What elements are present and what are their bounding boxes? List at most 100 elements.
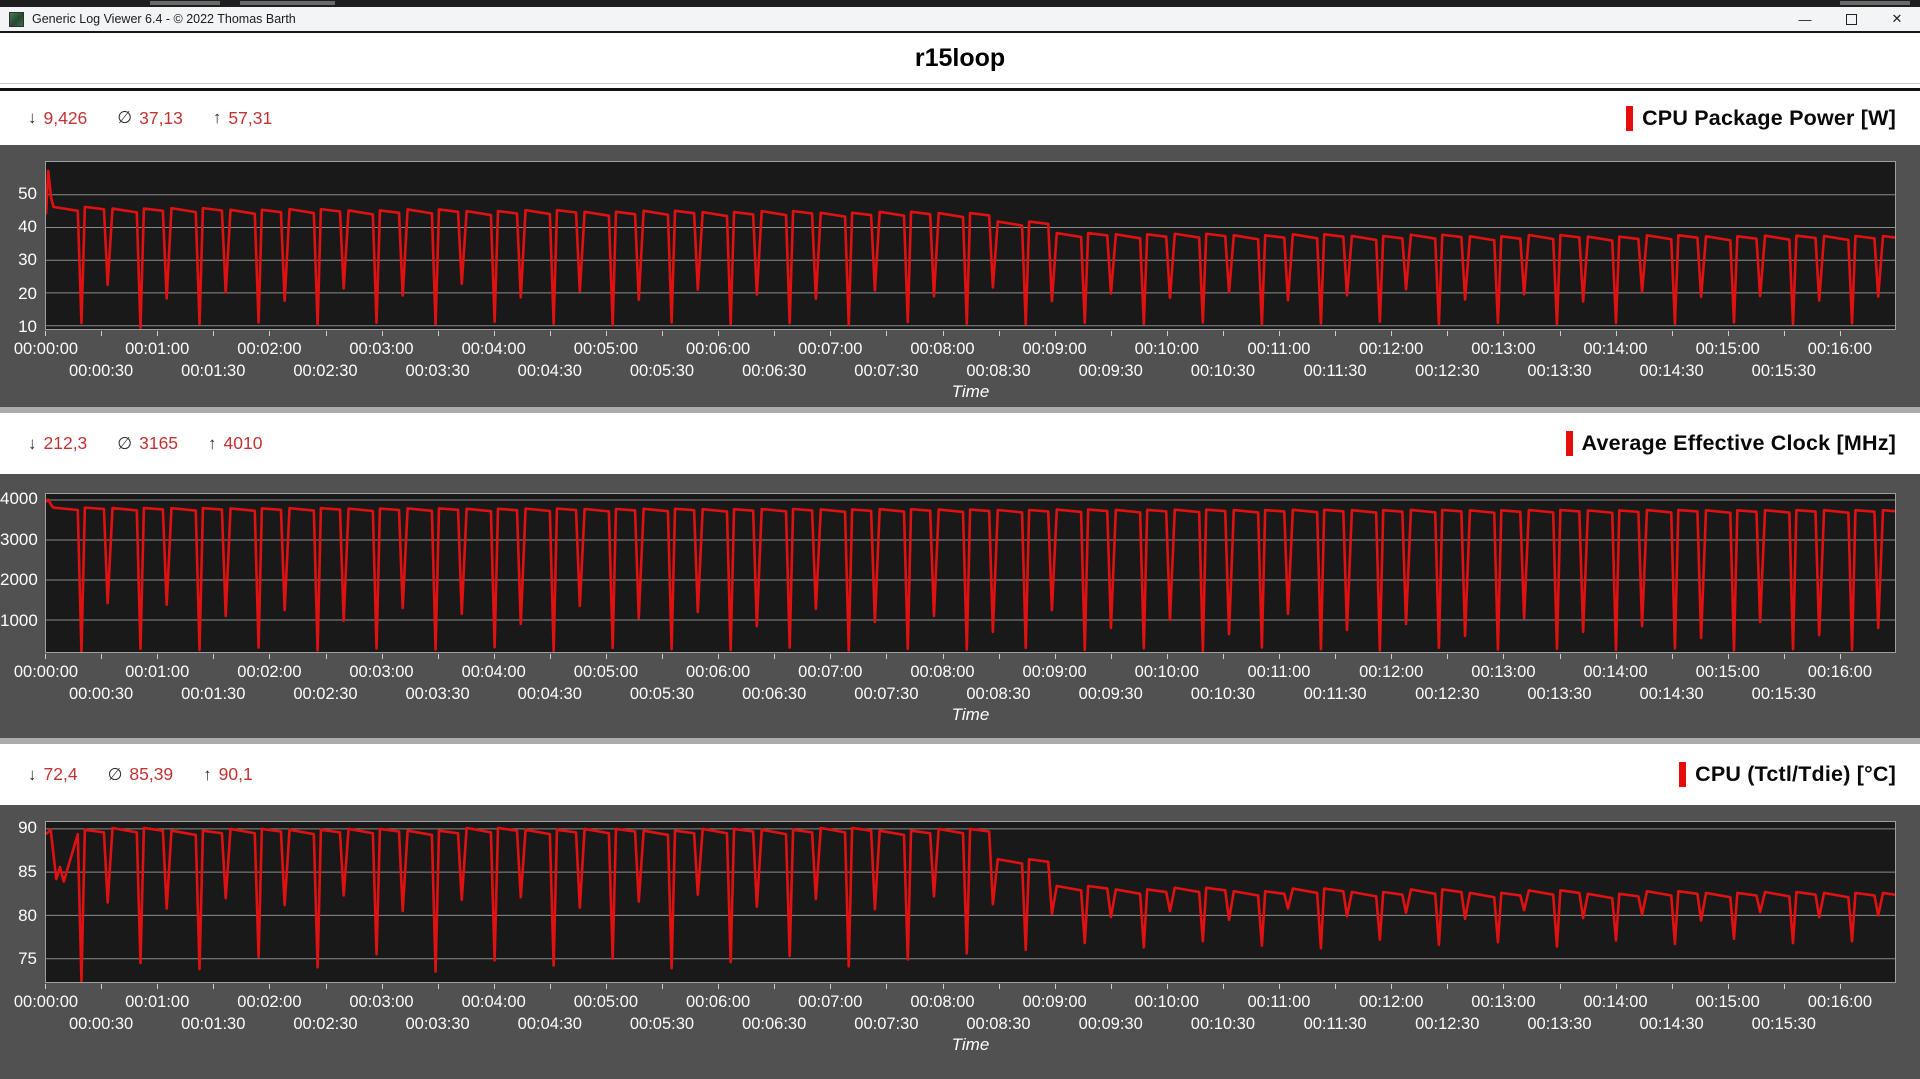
x-tick xyxy=(886,654,888,659)
y-axis-label: 30 xyxy=(18,250,37,270)
x-axis-label: 00:02:30 xyxy=(293,685,358,703)
x-axis-label: 00:15:30 xyxy=(1751,685,1816,703)
x-axis-label: 00:13:00 xyxy=(1471,340,1536,358)
legend-color-bar xyxy=(1565,431,1573,456)
window-titlebar[interactable]: Generic Log Viewer 6.4 - © 2022 Thomas B… xyxy=(0,7,1920,33)
divider xyxy=(0,88,1920,91)
maximize-button[interactable] xyxy=(1828,7,1874,31)
x-tick xyxy=(1615,984,1617,989)
x-tick xyxy=(662,654,663,659)
x-tick xyxy=(437,654,439,659)
x-tick xyxy=(1839,654,1841,659)
y-axis-label: 50 xyxy=(18,184,37,204)
x-tick xyxy=(1727,984,1729,989)
x-tick xyxy=(325,654,327,659)
x-tick xyxy=(45,984,46,989)
x-axis-label: 00:00:00 xyxy=(13,340,79,358)
x-axis-label: 00:12:00 xyxy=(1359,663,1424,681)
plot-area[interactable] xyxy=(45,493,1896,653)
x-axis-label: 00:00:30 xyxy=(68,685,134,703)
x-axis-label: 00:09:00 xyxy=(1022,993,1087,1011)
x-tick xyxy=(1615,654,1617,659)
x-tick xyxy=(325,984,327,989)
x-tick xyxy=(549,654,551,659)
chart3-legend: CPU (Tctl/Tdie) [°C] xyxy=(1679,762,1896,787)
chart1-plot-band: 10 20 30 40 50 00:00:00 00:01:00 00:02:00 00:03:… xyxy=(0,145,1920,413)
x-axis-label: 00:13:00 xyxy=(1471,663,1536,681)
x-tick xyxy=(1335,984,1337,989)
max-value: 90,1 xyxy=(218,764,253,784)
x-tick xyxy=(1671,331,1673,336)
background-artifact xyxy=(1840,1,1910,5)
plot-area[interactable] xyxy=(45,821,1896,983)
x-axis-label: 00:04:30 xyxy=(517,1015,582,1033)
chart3-stats: ↓ 72,4 ∅ 85,39 ↑ 90,1 xyxy=(28,764,253,785)
y-axis-label: 40 xyxy=(18,217,37,237)
x-axis-label: 00:15:00 xyxy=(1695,663,1760,681)
x-axis-label: 00:10:00 xyxy=(1134,993,1199,1011)
x-axis-label: 00:01:00 xyxy=(125,663,190,681)
time-axis-title: Time xyxy=(951,382,990,401)
x-tick xyxy=(1503,654,1505,659)
plot-area[interactable] xyxy=(45,161,1896,330)
max-arrow-icon: ↑ xyxy=(212,108,222,127)
x-axis-label: 00:10:00 xyxy=(1134,663,1199,681)
x-tick xyxy=(1110,654,1112,659)
x-axis-label: 00:06:30 xyxy=(742,362,807,380)
x-tick xyxy=(325,331,327,336)
x-axis-label: 00:11:00 xyxy=(1247,993,1311,1011)
x-tick xyxy=(1222,654,1224,659)
x-tick xyxy=(1783,331,1785,336)
x-tick xyxy=(381,331,383,336)
legend-color-bar xyxy=(1626,105,1634,131)
min-arrow-icon: ↓ xyxy=(28,433,37,453)
x-tick xyxy=(830,984,832,989)
x-axis-label: 00:10:00 xyxy=(1134,340,1199,358)
x-tick xyxy=(157,331,159,336)
x-axis-label: 00:09:00 xyxy=(1022,663,1087,681)
chart2-stats: ↓ 212,3 ∅ 3165 ↑ 4010 xyxy=(28,433,262,454)
minimize-button[interactable]: — xyxy=(1798,11,1812,27)
x-tick xyxy=(1671,984,1673,989)
avg-value: 3165 xyxy=(139,433,179,453)
x-axis-label: 00:09:30 xyxy=(1078,362,1143,380)
x-axis-label: 00:08:00 xyxy=(910,340,975,358)
x-tick xyxy=(213,984,215,989)
x-tick xyxy=(269,331,271,336)
x-tick xyxy=(1839,984,1841,989)
close-button[interactable]: ✕ xyxy=(1891,11,1903,26)
x-tick xyxy=(1615,331,1617,336)
x-tick xyxy=(998,654,1000,659)
x-tick xyxy=(1335,331,1337,336)
x-axis-label: 00:06:30 xyxy=(742,1015,807,1033)
chart3-plot-band: 75 80 85 90 00:00:00 00:01:00 00:02:00 00:03:00… xyxy=(0,805,1920,1079)
min-arrow-icon: ↓ xyxy=(28,108,37,127)
x-axis-label: 00:12:30 xyxy=(1415,362,1480,380)
time-axis-title: Time xyxy=(951,705,990,724)
x-tick xyxy=(1671,654,1673,659)
y-axis-label: 3000 xyxy=(0,529,38,549)
x-axis-label: 00:04:00 xyxy=(461,993,526,1011)
x-axis-label: 00:13:00 xyxy=(1471,993,1536,1011)
x-axis-label: 00:03:30 xyxy=(405,685,470,703)
x-axis-label: 00:04:30 xyxy=(517,685,582,703)
x-axis-label: 00:07:30 xyxy=(854,685,919,703)
x-axis-label: 00:12:00 xyxy=(1359,993,1424,1011)
x-tick xyxy=(549,331,551,336)
x-axis-label: 00:07:00 xyxy=(798,663,863,681)
x-axis-label: 00:04:00 xyxy=(461,663,526,681)
x-axis-label: 00:14:30 xyxy=(1639,362,1704,380)
legend-label: CPU Package Power [W] xyxy=(1642,105,1896,130)
x-axis-label: 00:01:00 xyxy=(125,340,190,358)
x-axis-label: 00:00:30 xyxy=(68,1015,134,1033)
x-axis-label: 00:06:00 xyxy=(685,993,751,1011)
x-tick xyxy=(1110,984,1112,989)
x-axis-label: 00:11:30 xyxy=(1303,362,1367,380)
x-tick xyxy=(1727,331,1729,336)
x-axis-label: 00:10:30 xyxy=(1190,1015,1255,1033)
x-tick xyxy=(1559,331,1561,336)
x-tick xyxy=(886,984,888,989)
x-tick xyxy=(213,331,215,336)
background-artifact xyxy=(240,1,335,5)
x-tick xyxy=(942,984,944,989)
